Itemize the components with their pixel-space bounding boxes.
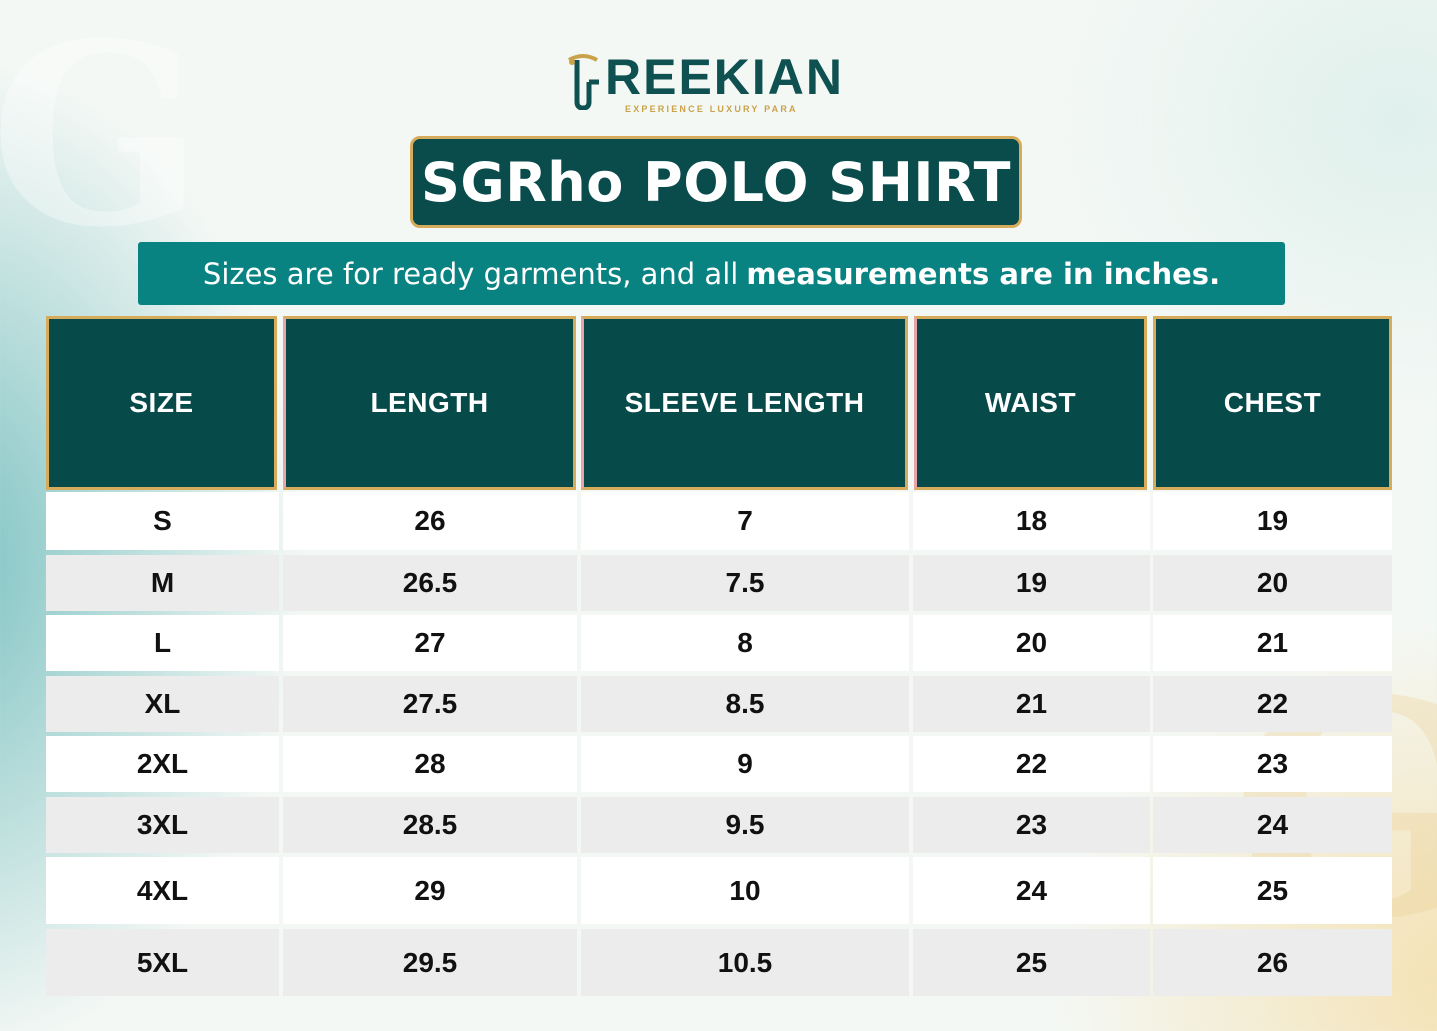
table-cell-sleeve-length: 8.5 <box>581 676 909 732</box>
table-cell-length: 28.5 <box>283 797 577 853</box>
header-sleeve-length: SLEEVE LENGTH <box>581 316 908 490</box>
table-cell-chest: 23 <box>1153 736 1392 792</box>
brand-name: REEKIAN <box>605 49 845 105</box>
table-cell-length: 28 <box>283 736 577 792</box>
subtitle-bold: measurements are in inches. <box>746 256 1221 291</box>
table-cell-size: 2XL <box>46 736 279 792</box>
header-size: SIZE <box>46 316 277 490</box>
table-cell-waist: 24 <box>913 857 1150 924</box>
brand-logo: REEKIAN EXPERIENCE LUXURY PARA <box>563 48 883 118</box>
subtitle-bar: Sizes are for ready garments, and all me… <box>138 242 1285 305</box>
table-cell-waist: 22 <box>913 736 1150 792</box>
table-cell-sleeve-length: 8 <box>581 615 909 671</box>
table-cell-waist: 25 <box>913 929 1150 996</box>
table-cell-length: 26.5 <box>283 555 577 611</box>
table-cell-sleeve-length: 10.5 <box>581 929 909 996</box>
table-cell-sleeve-length: 9 <box>581 736 909 792</box>
table-cell-sleeve-length: 9.5 <box>581 797 909 853</box>
table-cell-sleeve-length: 7.5 <box>581 555 909 611</box>
table-cell-length: 26 <box>283 492 577 550</box>
brand-tagline: EXPERIENCE LUXURY PARA <box>625 104 798 114</box>
table-cell-chest: 25 <box>1153 857 1392 924</box>
header-chest: CHEST <box>1153 316 1392 490</box>
title-banner: SGRho POLO SHIRT <box>410 136 1022 228</box>
table-cell-waist: 19 <box>913 555 1150 611</box>
table-cell-length: 27 <box>283 615 577 671</box>
table-cell-length: 27.5 <box>283 676 577 732</box>
logo-monogram-icon <box>568 54 599 110</box>
table-cell-chest: 24 <box>1153 797 1392 853</box>
table-cell-chest: 20 <box>1153 555 1392 611</box>
page-title: SGRho POLO SHIRT <box>421 150 1011 214</box>
table-cell-chest: 21 <box>1153 615 1392 671</box>
table-cell-size: XL <box>46 676 279 732</box>
table-cell-sleeve-length: 10 <box>581 857 909 924</box>
table-cell-size: 3XL <box>46 797 279 853</box>
table-cell-size: S <box>46 492 279 550</box>
table-cell-waist: 20 <box>913 615 1150 671</box>
table-cell-length: 29 <box>283 857 577 924</box>
table-cell-chest: 26 <box>1153 929 1392 996</box>
header-length: LENGTH <box>283 316 576 490</box>
header-waist: WAIST <box>914 316 1147 490</box>
table-cell-chest: 19 <box>1153 492 1392 550</box>
table-cell-chest: 22 <box>1153 676 1392 732</box>
table-cell-waist: 23 <box>913 797 1150 853</box>
table-cell-size: M <box>46 555 279 611</box>
table-cell-length: 29.5 <box>283 929 577 996</box>
table-cell-sleeve-length: 7 <box>581 492 909 550</box>
table-cell-size: L <box>46 615 279 671</box>
table-cell-waist: 18 <box>913 492 1150 550</box>
table-cell-waist: 21 <box>913 676 1150 732</box>
table-cell-size: 4XL <box>46 857 279 924</box>
subtitle-normal: Sizes are for ready garments, and all <box>202 256 739 291</box>
watermark-left: G <box>0 0 204 282</box>
table-cell-size: 5XL <box>46 929 279 996</box>
